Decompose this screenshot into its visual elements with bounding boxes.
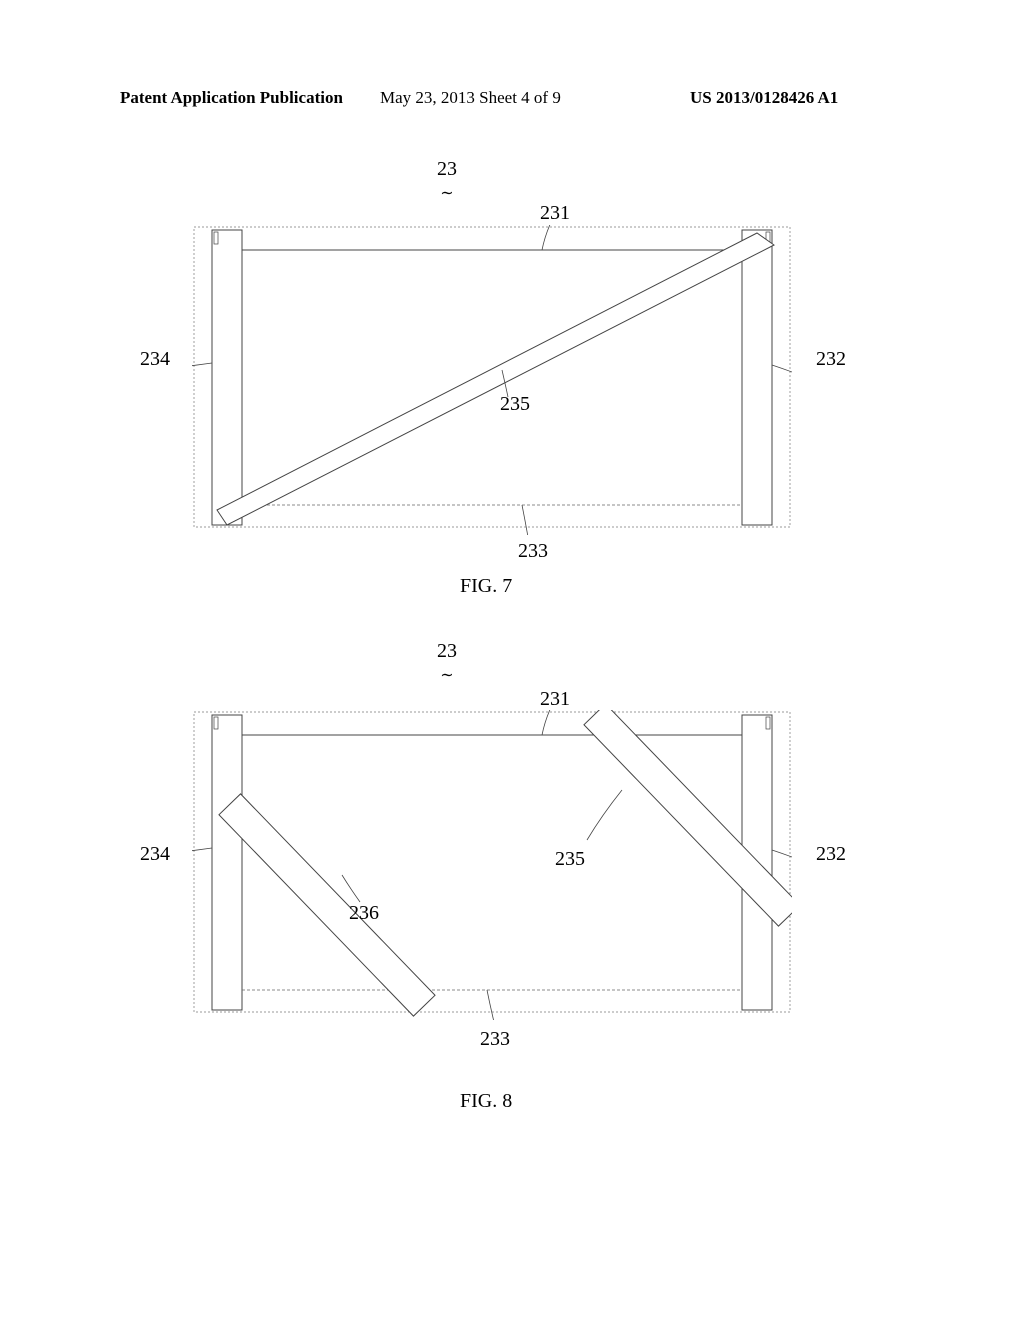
fig8-label-236: 236 xyxy=(349,902,379,925)
tilde-mark: ∼ xyxy=(440,185,453,202)
fig8-label-232: 232 xyxy=(816,843,846,866)
fig8-leader-233 xyxy=(487,990,494,1020)
fig7-leader-233 xyxy=(522,505,528,535)
fig8-leader-232 xyxy=(772,850,792,860)
header-center: May 23, 2013 Sheet 4 of 9 xyxy=(380,88,561,108)
fig7-assembly-ref: 23 ∼ xyxy=(437,158,457,204)
fig7-left-bar xyxy=(212,230,242,525)
fig7-leader-231 xyxy=(542,225,552,250)
fig7-label-231: 231 xyxy=(540,202,570,225)
fig7-label-232: 232 xyxy=(816,348,846,371)
fig7-right-bar xyxy=(742,230,772,525)
fig7-diagonal-bar xyxy=(217,233,774,525)
fig8-left-bar xyxy=(212,715,242,1010)
fig8-drawing xyxy=(192,710,792,1020)
fig7-label-234: 234 xyxy=(140,348,170,371)
fig8-label-234: 234 xyxy=(140,843,170,866)
fig8-leader-235 xyxy=(587,790,622,840)
fig8-label-235: 235 xyxy=(555,848,585,871)
fig7-leader-232 xyxy=(772,365,792,375)
fig7-caption: FIG. 7 xyxy=(460,575,512,598)
fig8-leader-236 xyxy=(342,875,360,902)
header-left: Patent Application Publication xyxy=(120,88,343,108)
tilde-mark: ∼ xyxy=(440,667,453,684)
fig8-leader-231 xyxy=(542,710,552,735)
fig8-label-233: 233 xyxy=(480,1028,510,1051)
fig8-label-231: 231 xyxy=(540,688,570,711)
fig8-assembly-ref: 23 ∼ xyxy=(437,640,457,686)
fig8-caption: FIG. 8 xyxy=(460,1090,512,1113)
fig7-drawing xyxy=(192,225,792,535)
fig7-assembly-num: 23 xyxy=(437,158,457,180)
fig8-leader-234 xyxy=(192,848,212,852)
fig8-brace-left xyxy=(219,794,435,1016)
fig8-assembly-num: 23 xyxy=(437,640,457,662)
fig7-label-235: 235 xyxy=(500,393,530,416)
fig7-label-233: 233 xyxy=(518,540,548,563)
fig7-leader-234 xyxy=(192,363,212,367)
header-right: US 2013/0128426 A1 xyxy=(690,88,838,108)
